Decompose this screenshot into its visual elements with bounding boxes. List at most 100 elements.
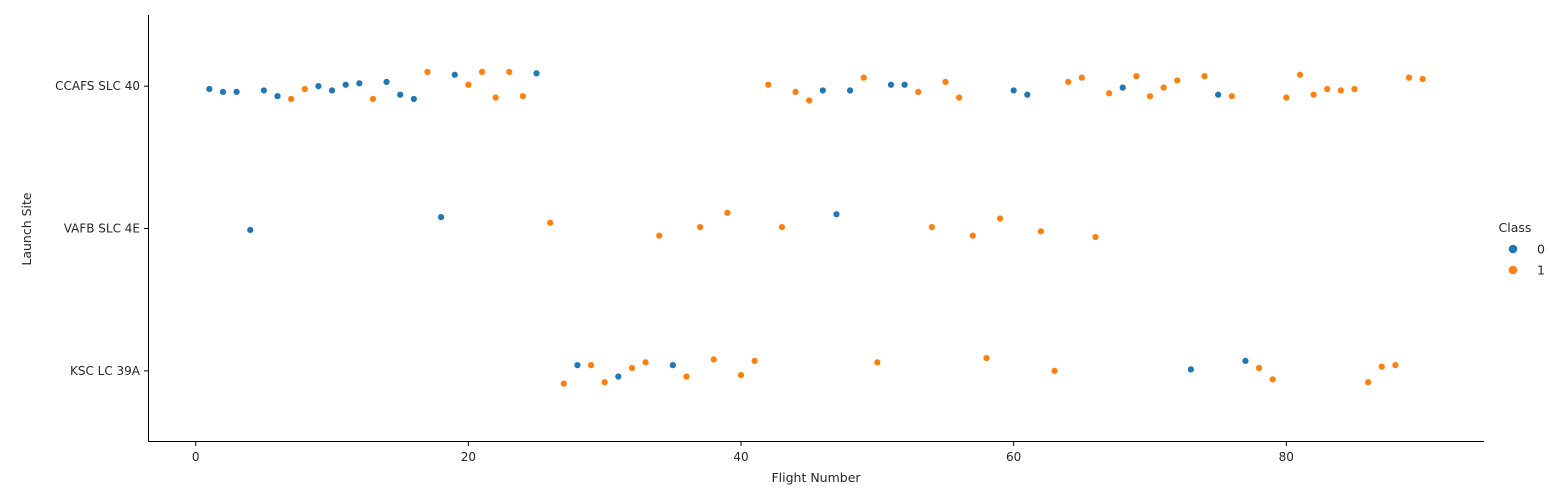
data-point-class-1 [464,81,472,89]
data-point-class-0 [342,81,350,89]
data-point-class-0 [1214,91,1222,99]
data-point-class-1 [492,94,500,102]
data-point-class-1 [1160,84,1168,92]
data-point-class-1 [1228,92,1236,100]
data-point-class-1 [505,68,513,76]
data-point-class-0 [260,86,268,94]
data-point-class-1 [560,380,568,388]
data-point-class-0 [901,81,909,89]
data-point-class-1 [996,215,1004,223]
legend: Class 0 1 [1499,220,1545,278]
data-point-class-0 [383,78,391,86]
data-point-class-1 [1405,74,1413,82]
data-point-class-0 [1010,86,1018,94]
data-point-class-1 [1201,72,1209,80]
data-point-class-1 [1364,378,1372,386]
data-point-class-1 [682,373,690,381]
data-point-class-1 [1064,78,1072,86]
data-point-class-1 [792,88,800,96]
legend-marker [1508,244,1518,254]
data-point-class-1 [764,81,772,89]
legend-title: Class [1499,220,1532,235]
data-point-class-0 [233,88,241,96]
data-point-class-0 [451,71,459,79]
data-point-class-0 [396,91,404,99]
data-point-class-0 [669,361,677,369]
data-point-class-1 [1419,75,1427,83]
data-point-class-0 [205,85,213,93]
data-point-class-0 [887,81,895,89]
data-point-class-0 [328,86,336,94]
data-point-class-1 [546,219,554,227]
x-tick-label: 20 [461,450,476,464]
data-point-class-1 [1296,71,1304,79]
x-tick-label: 0 [192,450,200,464]
data-point-class-0 [437,213,445,221]
axes [148,15,1484,442]
data-point-class-0 [1187,365,1195,373]
data-point-class-0 [846,86,854,94]
data-point-class-1 [696,223,704,231]
data-point-class-1 [642,358,650,366]
data-point-class-1 [873,358,881,366]
data-point-class-1 [1378,363,1386,371]
data-point-class-0 [314,82,322,90]
data-point-class-1 [723,209,731,217]
data-point-class-1 [519,92,527,100]
data-point-class-1 [423,68,431,76]
data-points [205,68,1427,388]
y-axis-label: Launch Site [19,192,34,266]
x-axis-label: Flight Number [771,470,861,485]
data-point-class-1 [587,361,595,369]
legend-label: 0 [1537,242,1545,257]
x-tick-label: 80 [1279,450,1294,464]
data-point-class-0 [219,88,227,96]
data-point-class-1 [1323,85,1331,93]
y-tick-label: KSC LC 39A [70,364,141,378]
data-point-class-1 [914,88,922,96]
data-point-class-1 [1051,367,1059,375]
data-point-class-1 [1173,76,1181,84]
legend-marker [1508,265,1518,275]
data-point-class-1 [955,94,963,102]
data-point-class-0 [1023,91,1031,99]
data-point-class-0 [533,69,541,77]
data-point-class-1 [1078,74,1086,82]
data-point-class-1 [1310,91,1318,99]
data-point-class-0 [614,373,622,381]
data-point-class-0 [573,361,581,369]
data-point-class-1 [478,68,486,76]
y-tick-label: VAFB SLC 4E [64,222,140,236]
data-point-class-1 [805,96,813,104]
x-tick-label: 40 [733,450,748,464]
data-point-class-1 [1391,361,1399,369]
data-point-class-0 [410,95,418,103]
data-point-class-1 [751,357,759,365]
data-point-class-1 [655,232,663,240]
data-point-class-0 [832,210,840,218]
legend-label: 1 [1537,263,1545,278]
data-point-class-0 [1119,84,1127,92]
y-ticks: CCAFS SLC 40 VAFB SLC 4E KSC LC 39A [55,79,148,378]
data-point-class-1 [1269,375,1277,383]
data-point-class-1 [1255,364,1263,372]
data-point-class-1 [287,95,295,103]
data-point-class-1 [778,223,786,231]
x-ticks: 0 20 40 60 80 [192,442,1294,464]
data-point-class-0 [819,86,827,94]
data-point-class-1 [369,95,377,103]
x-tick-label: 60 [1006,450,1021,464]
data-point-class-1 [942,78,950,86]
data-point-class-1 [628,364,636,372]
data-point-class-1 [928,223,936,231]
data-point-class-1 [1105,89,1113,97]
data-point-class-0 [355,79,363,87]
data-point-class-0 [246,226,254,234]
data-point-class-1 [1091,233,1099,241]
data-point-class-1 [1146,92,1154,100]
data-point-class-1 [1282,94,1290,102]
data-point-class-1 [860,74,868,82]
data-point-class-0 [274,92,282,100]
